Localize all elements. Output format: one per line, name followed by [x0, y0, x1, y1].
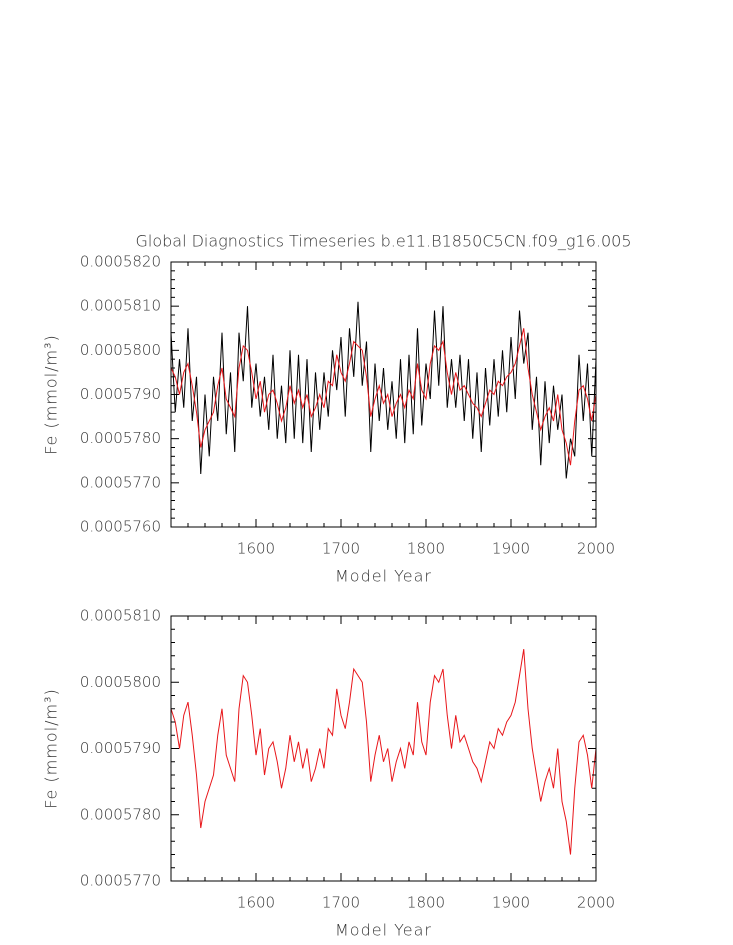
x-tick-label: 1700: [322, 894, 360, 912]
x-tick-label: 1800: [407, 540, 445, 558]
x-axis-label: Model Year: [335, 921, 432, 940]
x-tick-label: 1900: [492, 894, 530, 912]
x-tick-label: 2000: [577, 894, 615, 912]
x-tick-label: 1900: [492, 540, 530, 558]
y-tick-label: 0.0005810: [80, 297, 161, 315]
series-line: [170, 328, 597, 466]
y-tick-label: 0.0005780: [80, 429, 161, 447]
x-axis-label: Model Year: [335, 567, 432, 586]
y-tick-label: 0.0005820: [80, 253, 161, 271]
y-tick-label: 0.0005800: [80, 673, 161, 691]
series-line: [170, 649, 597, 855]
series-line: [170, 301, 597, 479]
y-axis-label: Fe (mmol/m³): [42, 688, 61, 809]
y-tick-label: 0.0005810: [80, 607, 161, 625]
x-tick-label: 1700: [322, 540, 360, 558]
y-tick-label: 0.0005780: [80, 805, 161, 823]
y-tick-label: 0.0005790: [80, 385, 161, 403]
y-tick-label: 0.0005770: [80, 872, 161, 890]
x-tick-label: 1600: [237, 894, 275, 912]
x-tick-label: 1600: [237, 540, 275, 558]
y-tick-label: 0.0005760: [80, 518, 161, 536]
y-tick-label: 0.0005770: [80, 473, 161, 491]
y-tick-label: 0.0005800: [80, 341, 161, 359]
y-axis-label: Fe (mmol/m³): [42, 334, 61, 455]
y-tick-label: 0.0005790: [80, 739, 161, 757]
chart-title: Global Diagnostics Timeseries b.e11.B185…: [135, 232, 631, 251]
x-tick-label: 2000: [577, 540, 615, 558]
x-tick-label: 1800: [407, 894, 445, 912]
